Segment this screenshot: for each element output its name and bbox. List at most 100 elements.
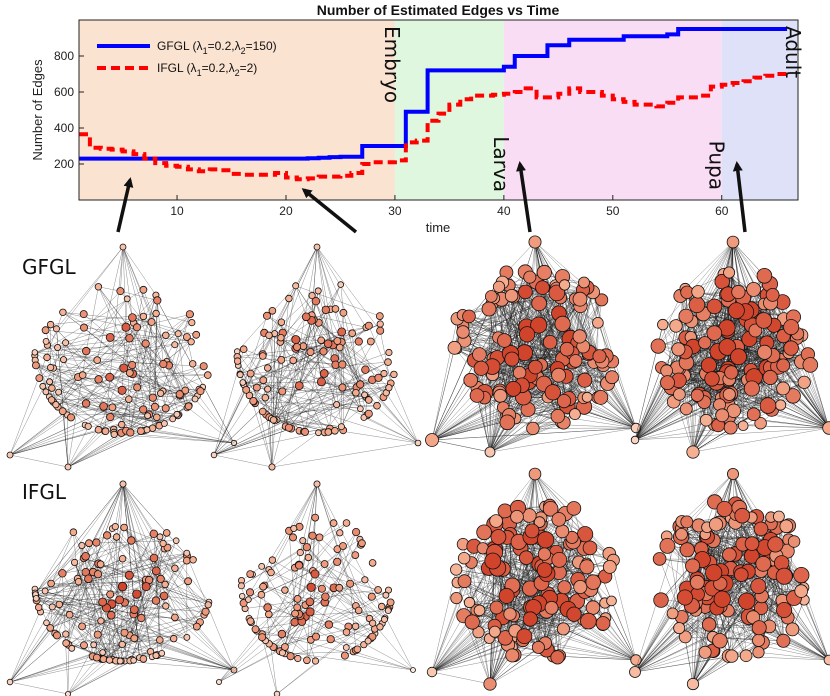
network-node <box>354 606 363 615</box>
network-node <box>357 539 366 548</box>
network-node <box>484 552 502 570</box>
series-line-ifgl <box>79 72 788 182</box>
legend: GFGL (λ1=0.2,λ2=150) IFGL (λ1=0.2,λ2=2) <box>97 39 277 78</box>
network-edge <box>9 454 69 468</box>
network-edge <box>121 298 128 391</box>
network-node <box>484 446 496 458</box>
network-node <box>602 560 617 574</box>
network-node <box>269 416 278 424</box>
network-edge <box>68 620 102 645</box>
network-node <box>524 523 540 539</box>
network-node <box>196 387 205 396</box>
network-node <box>317 336 326 345</box>
network-node <box>755 555 772 572</box>
legend-label-ifgl: IFGL (λ1=0.2,λ2=2) <box>157 61 257 78</box>
network-node <box>783 319 800 336</box>
network-edge <box>96 542 147 587</box>
network-edge <box>34 343 146 353</box>
network-edge <box>122 246 188 408</box>
network-node <box>90 641 98 649</box>
network-node <box>246 617 255 625</box>
network-node <box>592 349 607 364</box>
network-node <box>55 600 63 609</box>
network-edge <box>253 401 378 406</box>
network-node <box>315 533 324 542</box>
network-edge <box>324 373 337 405</box>
network-node <box>504 289 519 303</box>
network-node <box>675 527 688 541</box>
network-node <box>103 531 112 540</box>
network-node <box>188 360 197 368</box>
network-node <box>242 385 251 394</box>
network-node <box>535 280 550 295</box>
network-node <box>337 423 345 431</box>
network-node <box>464 614 480 630</box>
network-node <box>43 353 51 362</box>
network-node <box>759 397 777 414</box>
network-node <box>752 633 766 647</box>
network-edge <box>114 434 235 444</box>
chart-title: Number of Estimated Edges vs Time <box>317 2 560 18</box>
network-node <box>652 552 667 566</box>
network-edge <box>349 583 370 619</box>
network-node <box>31 349 38 356</box>
network-edge <box>295 285 337 405</box>
network-edge <box>804 382 830 429</box>
network-node <box>159 539 167 548</box>
network-node <box>148 393 157 402</box>
network-edge <box>143 316 196 400</box>
network-node <box>373 401 381 410</box>
network-node <box>139 405 148 414</box>
network-node <box>385 384 393 392</box>
network-node <box>324 620 334 629</box>
network-node <box>592 316 604 329</box>
network-node <box>331 305 340 313</box>
network-edge <box>692 304 698 453</box>
network-node <box>723 420 738 435</box>
network-edge <box>136 289 144 328</box>
network-edge <box>160 314 190 394</box>
network-edge <box>262 354 336 365</box>
network-edge <box>9 342 66 456</box>
network-node <box>376 320 384 328</box>
arrow-pupa-adult <box>732 161 747 233</box>
network-node <box>447 340 462 355</box>
stage-band-embryo <box>79 20 395 200</box>
network-node <box>414 439 422 447</box>
network-edge <box>9 638 174 683</box>
y-tick-label: 400 <box>54 121 74 135</box>
network-edge <box>311 315 322 382</box>
network-edge <box>741 574 770 627</box>
network-node <box>239 345 248 354</box>
network-node <box>153 413 161 422</box>
network-node <box>152 652 160 660</box>
network-node <box>84 422 92 430</box>
network-edge <box>282 554 356 653</box>
network-node <box>595 616 611 631</box>
network-node <box>551 512 567 527</box>
network-edge <box>319 537 387 596</box>
network-node <box>160 420 168 427</box>
network-node <box>99 402 108 411</box>
network-node <box>361 365 370 374</box>
network-node <box>204 601 212 609</box>
network-node <box>139 655 148 663</box>
network-node <box>361 576 369 584</box>
network-node <box>81 399 91 408</box>
network-node <box>308 291 316 300</box>
network-node <box>189 556 197 564</box>
network-edge <box>489 282 537 453</box>
network-edge <box>489 422 564 453</box>
network-node <box>581 391 593 403</box>
network-node <box>463 372 479 388</box>
network-node <box>311 513 320 522</box>
network-node <box>555 524 570 539</box>
network-edge <box>303 327 367 347</box>
network-edge <box>156 313 192 323</box>
network-edge <box>431 569 457 673</box>
network-node <box>469 388 485 403</box>
network-edge <box>132 295 157 374</box>
network-edge <box>758 652 830 661</box>
network-edge <box>109 377 153 398</box>
